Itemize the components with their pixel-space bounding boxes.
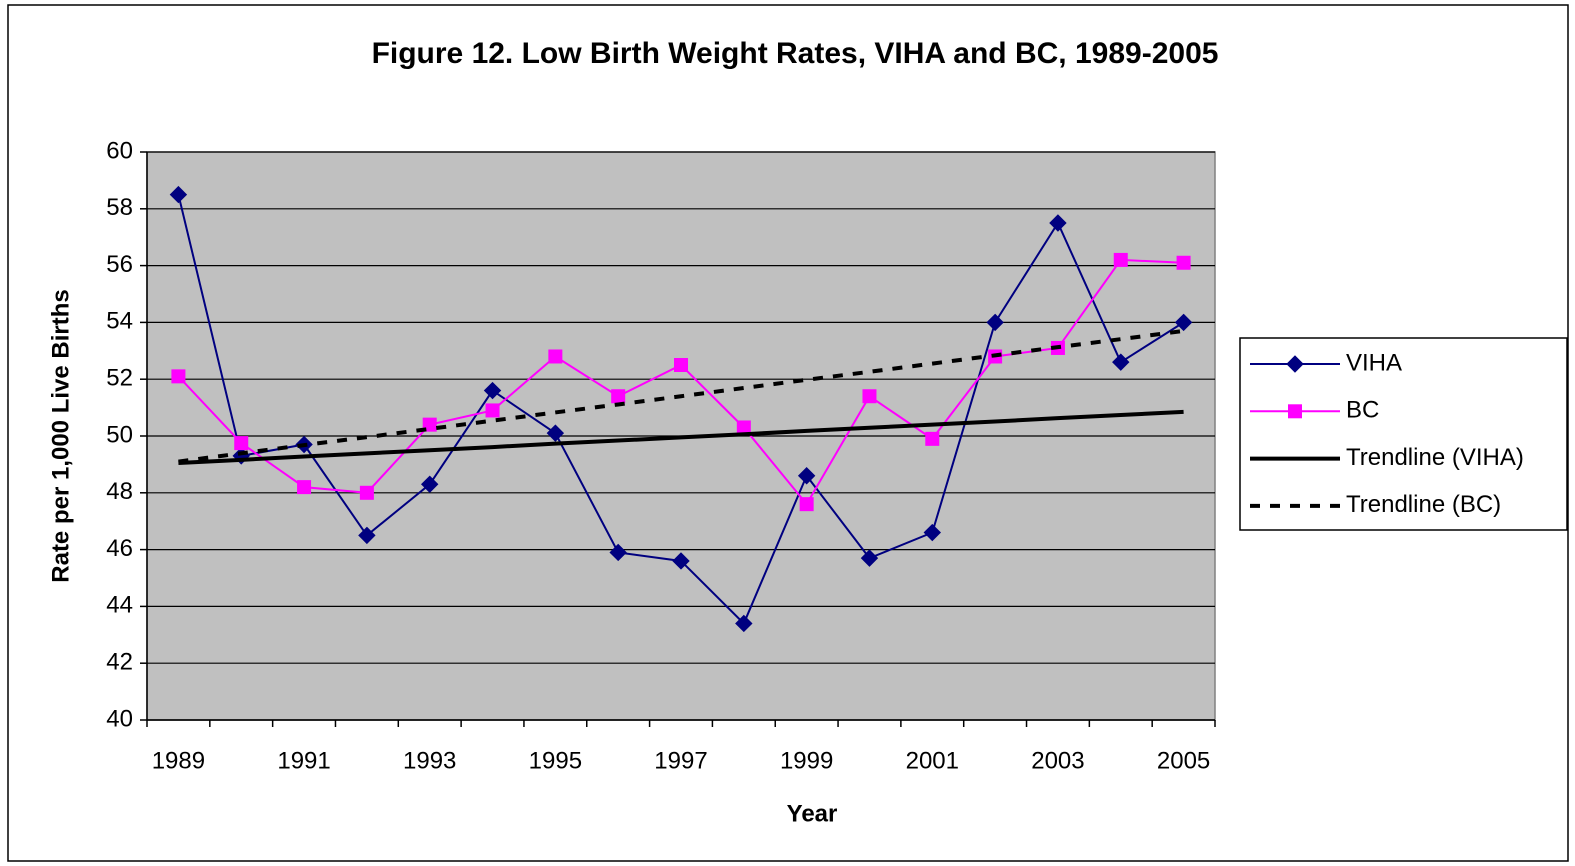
data-point [862, 389, 877, 404]
data-point [674, 358, 688, 372]
data-point [986, 313, 1004, 332]
legend-label: Trendline (BC) [1346, 491, 1501, 518]
data-point [860, 549, 879, 567]
x-tick-label: 1999 [780, 747, 833, 774]
data-point [234, 436, 249, 451]
y-axis-label: Rate per 1,000 Live Births [47, 289, 74, 582]
legend-marker [1286, 355, 1304, 373]
x-axis-label: Year [787, 800, 838, 827]
data-point [169, 185, 188, 204]
data-point [735, 614, 753, 633]
data-point [1113, 252, 1128, 267]
data-point [923, 523, 942, 542]
data-point [358, 526, 376, 545]
data-point [1174, 313, 1193, 332]
y-tick-label: 60 [106, 137, 133, 164]
y-tick-label: 50 [106, 421, 133, 448]
y-tick-label: 42 [106, 649, 133, 676]
y-tick-label: 46 [106, 535, 133, 562]
y-tick-label: 54 [106, 308, 133, 335]
y-tick-label: 52 [106, 365, 133, 392]
x-tick-label: 1997 [654, 747, 707, 774]
y-tick-label: 58 [106, 194, 133, 221]
data-point [611, 389, 626, 404]
data-point [799, 497, 814, 512]
data-point [297, 480, 312, 495]
data-point [736, 420, 751, 435]
legend-label: BC [1346, 397, 1379, 424]
y-tick-label: 48 [106, 478, 133, 505]
data-point [548, 349, 563, 364]
data-point [1049, 214, 1067, 232]
data-point [1176, 255, 1191, 270]
data-point [422, 417, 437, 432]
data-point [609, 543, 627, 562]
y-tick-label: 40 [106, 705, 133, 732]
x-tick-label: 2003 [1031, 747, 1084, 774]
data-point [420, 475, 439, 493]
series-line [178, 328, 1184, 464]
x-tick-label: 2001 [906, 747, 959, 774]
legend-marker [1288, 404, 1302, 419]
data-point [1112, 353, 1130, 371]
data-point [359, 485, 374, 500]
data-point [483, 381, 502, 400]
data-point [672, 552, 690, 570]
y-tick-label: 56 [106, 251, 133, 278]
data-point [546, 424, 565, 442]
x-tick-label: 1989 [152, 747, 205, 774]
data-point [797, 467, 816, 485]
x-tick-label: 2005 [1157, 747, 1210, 774]
y-tick-label: 44 [106, 592, 133, 619]
x-tick-label: 1993 [403, 747, 456, 774]
legend-label: VIHA [1346, 349, 1402, 376]
data-point [925, 431, 940, 446]
x-tick-label: 1991 [277, 747, 330, 774]
series-line [178, 409, 1184, 465]
chart-title: Figure 12. Low Birth Weight Rates, VIHA … [372, 37, 1219, 70]
data-point [171, 369, 186, 384]
data-point [485, 403, 500, 418]
x-tick-label: 1995 [529, 747, 582, 774]
legend-label: Trendline (VIHA) [1346, 444, 1524, 471]
